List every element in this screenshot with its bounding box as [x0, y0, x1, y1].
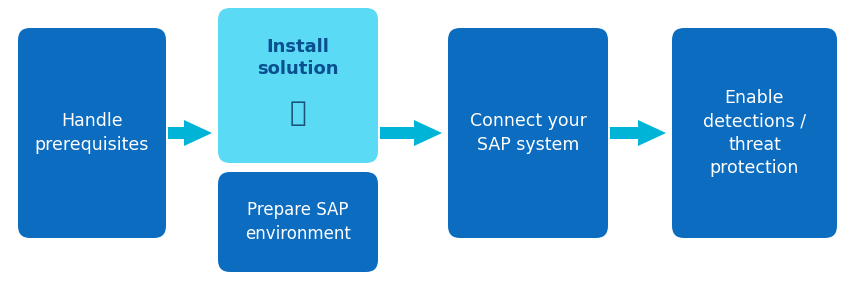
- Text: ⛨: ⛨: [290, 99, 306, 127]
- Text: Connect your
SAP system: Connect your SAP system: [469, 112, 587, 154]
- Text: Enable
detections /
threat
protection: Enable detections / threat protection: [703, 89, 806, 177]
- Polygon shape: [380, 120, 442, 146]
- FancyBboxPatch shape: [218, 8, 378, 163]
- FancyBboxPatch shape: [672, 28, 837, 238]
- FancyBboxPatch shape: [18, 28, 166, 238]
- Text: Prepare SAP
environment: Prepare SAP environment: [245, 201, 351, 243]
- FancyBboxPatch shape: [218, 172, 378, 272]
- Polygon shape: [168, 120, 212, 146]
- Polygon shape: [610, 120, 666, 146]
- Text: Install
solution: Install solution: [257, 38, 339, 78]
- FancyBboxPatch shape: [448, 28, 608, 238]
- Text: Handle
prerequisites: Handle prerequisites: [35, 112, 149, 154]
